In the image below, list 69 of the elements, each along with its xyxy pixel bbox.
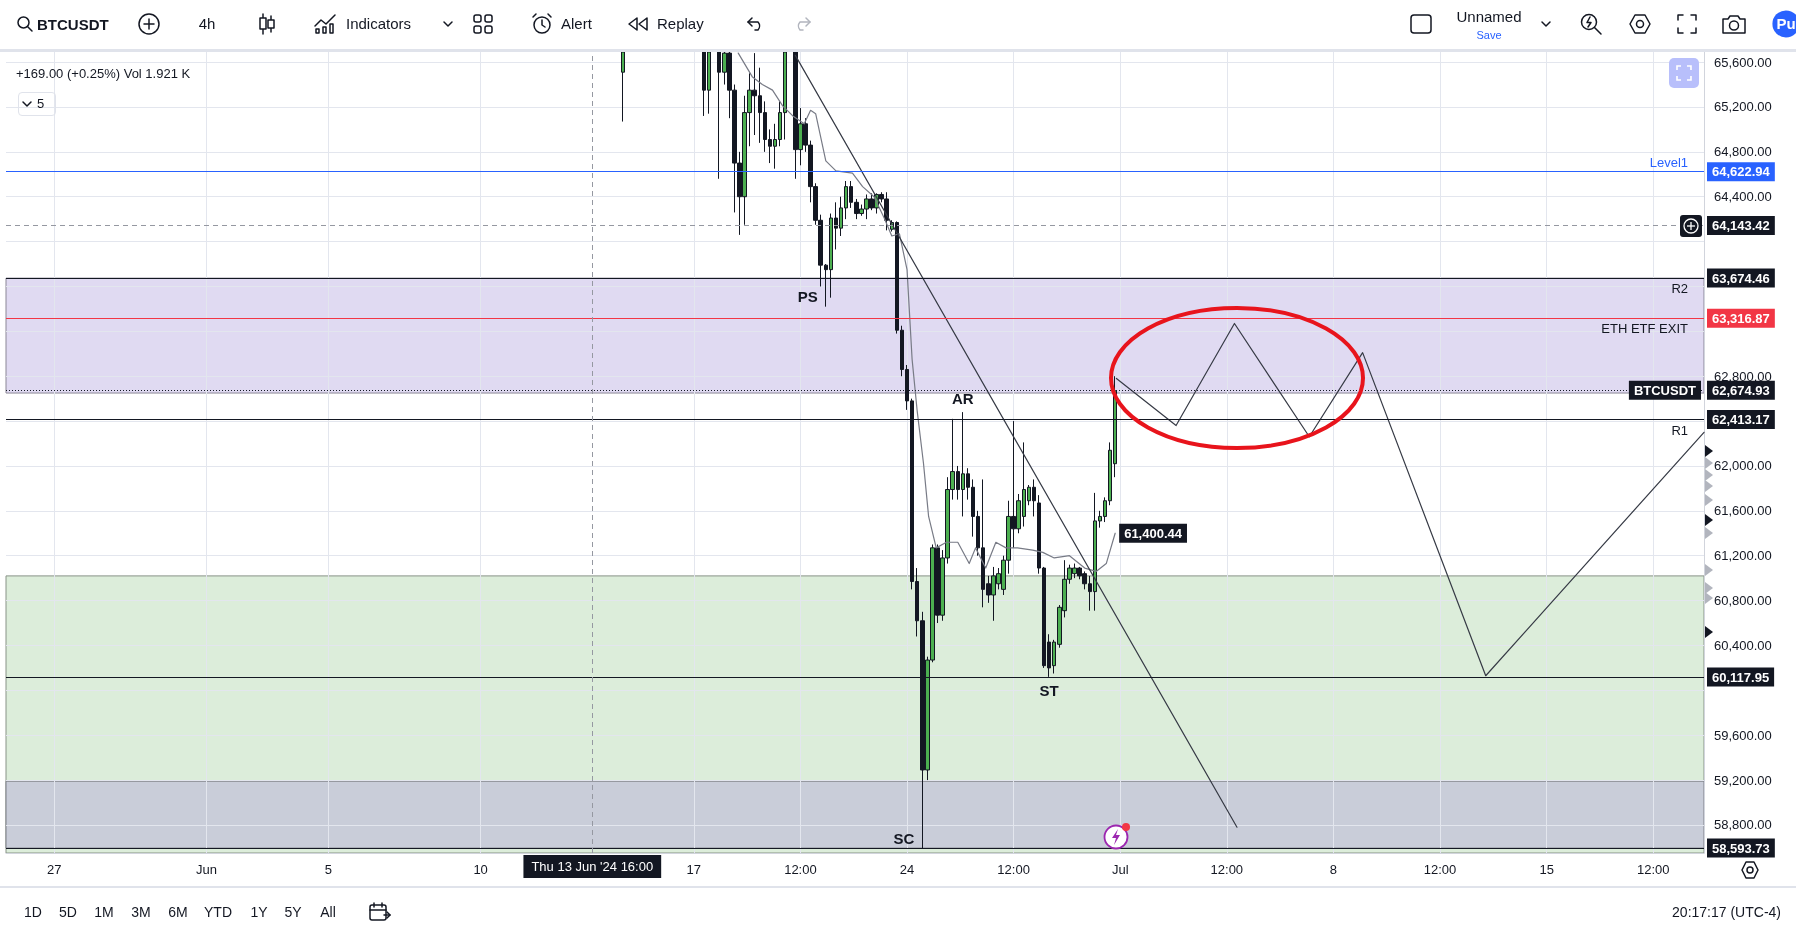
x-tick-label: 12:00 [997,862,1030,877]
y-tick-label: 59,200.00 [1714,772,1772,788]
y-tick-label: 64,800.00 [1714,144,1772,160]
y-tick-label: 59,600.00 [1714,727,1772,743]
ref-line-label: 63,674.46 [1712,270,1770,286]
data-label: 61,400.44 [1124,525,1183,541]
annotation: R1 [1671,422,1688,438]
y-tick-label: 65,600.00 [1714,54,1772,70]
x-tick-label: 12:00 [1210,862,1244,877]
x-tick-label: 12:00 [1423,862,1457,877]
text: 1M [94,903,114,921]
text: YTD [204,903,232,921]
x-tick-label: Jun [196,862,217,877]
text: Alert [561,15,592,33]
x-tick-label: 15 [1539,862,1554,877]
x-tick-label: 27 [46,862,62,877]
ref-line-label: 58,593.73 [1712,840,1770,856]
x-tick-label: 17 [686,862,702,877]
x-tick-label: 12:00 [784,862,817,877]
y-tick-label: 64,400.00 [1714,189,1772,205]
x-tick-label: 5 [324,862,332,877]
annotation: +169.00 (+0.25%) Vol 1.921 K [16,65,191,82]
annotation: Level1 [1649,154,1688,170]
candlestick [621,52,625,123]
text: All [320,903,336,921]
annotation: ETH ETF EXIT [1601,321,1689,337]
annotation: R2 [1671,281,1688,297]
annotation: 5 [37,95,45,112]
ref-line-label: Thu 13 Jun '24 16:00 [531,859,654,874]
text: Indicators [346,15,412,33]
annotation: PS [797,288,818,306]
text: 3M [131,903,151,921]
x-tick-label: 10 [473,862,488,877]
ref-line-label: 60,117.95 [1712,669,1770,685]
ref-line-label: 62,674.93 [1712,382,1770,398]
chart-title: BTCUSDT [37,15,109,33]
x-tick-label: 8 [1329,862,1338,877]
text: 5Y [284,903,302,921]
y-tick-label: 62,000.00 [1714,458,1772,474]
annotation: BTCUSDT [1633,382,1697,398]
annotation: AR [952,390,974,408]
y-tick-label: 62,800.00 [1714,368,1772,384]
text: 1Y [250,903,268,921]
text: Unnamed [1456,8,1522,26]
ref-line-label: 64,622.94 [1712,164,1771,180]
x-tick-label: 12:00 [1636,862,1670,877]
y-tick-label: 61,200.00 [1714,548,1772,564]
text: Save [1476,28,1502,42]
ref-line-label: 64,143.42 [1712,218,1770,233]
text: Pu [1772,10,1796,38]
y-tick-label: 60,800.00 [1714,593,1772,609]
y-tick-label: 65,200.00 [1714,99,1772,115]
text: 5D [59,903,77,921]
text: 6M [168,903,188,921]
x-tick-label: Jul [1111,862,1129,877]
y-tick-label: 58,800.00 [1714,817,1772,833]
text: 4h [198,15,216,33]
line-series [737,52,1116,573]
x-tick-label: 24 [899,862,915,877]
text: Replay [657,15,704,33]
ref-line-label: 63,316.87 [1712,310,1770,326]
annotation: SC [893,830,915,848]
ref-line-label: 62,413.17 [1712,412,1770,428]
y-tick-label: 61,600.00 [1714,503,1772,519]
line-series [1115,322,1705,677]
y-tick-label: 60,400.00 [1714,637,1772,653]
annotation: ST [1039,681,1059,699]
text: 1D [24,903,42,921]
text: 20:17:17 (UTC-4) [1672,903,1781,921]
